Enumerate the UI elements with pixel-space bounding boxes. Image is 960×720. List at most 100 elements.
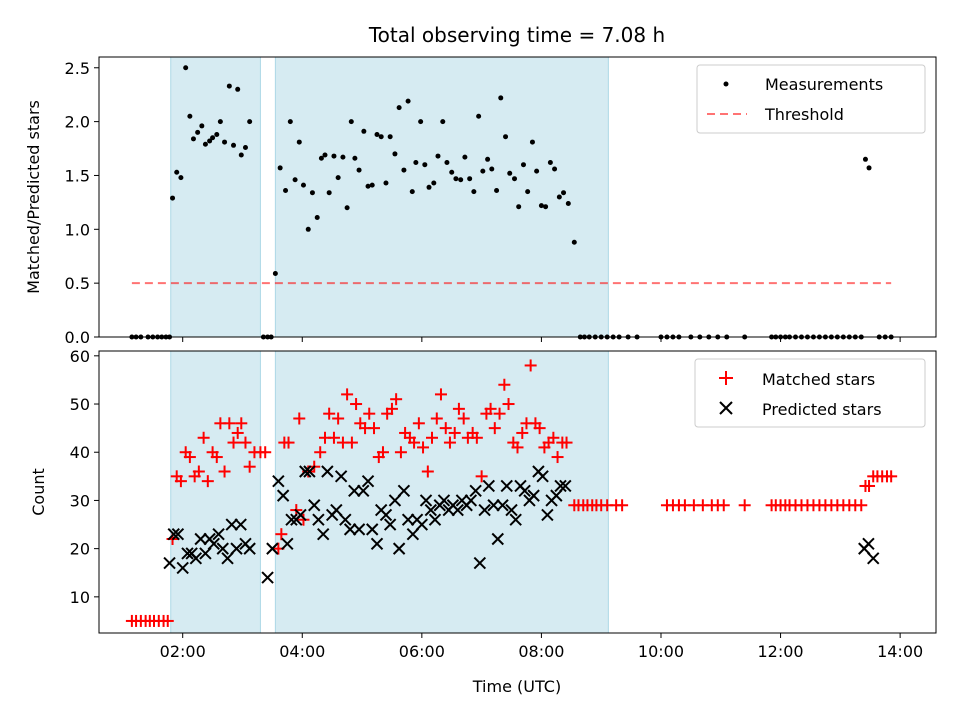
measurement-point [277,165,283,171]
legend-threshold-label: Threshold [764,105,844,124]
bot-xtick-label: 12:00 [758,642,804,661]
matched-star-point [350,398,363,411]
matched-star-point [560,436,573,449]
matched-star-point [863,479,876,492]
matched-star-point [323,407,336,420]
predicted-star-point [451,503,464,517]
measurement-point [369,182,375,188]
measurement-point [361,128,367,134]
matched-star-point [616,499,629,512]
predicted-star-point [294,508,307,522]
predicted-star-point [276,489,290,502]
top-ytick-label: 0.5 [65,274,90,293]
predicted-star-point [225,518,238,531]
predicted-star-point [505,503,518,517]
matched-star-point [192,465,205,478]
measurement-point [344,205,350,211]
measurement-point [525,189,531,195]
measurement-point [340,154,346,160]
matched-star-point [417,441,430,454]
measurement-point [287,119,293,125]
matched-star-point [231,426,244,439]
measurement-point [471,189,477,195]
measurement-point [409,189,415,195]
measurement-point [235,86,241,92]
measurement-point [187,113,193,119]
top-shaded-interval [274,56,609,338]
measurement-point [401,167,407,173]
matched-star-point [210,451,223,464]
chart-title: Total observing time = 7.08 h [368,23,665,47]
predicted-star-point [428,513,442,526]
matched-star-point [161,614,174,627]
measurement-point [335,175,341,181]
bot-ytick-label: 60 [70,347,90,366]
bot-ytick-label: 20 [70,540,90,559]
predicted-star-point [285,513,298,526]
predicted-star-point [176,561,189,575]
predicted-star-point [550,489,563,502]
matched-star-point [174,475,187,488]
measurement-point [318,155,324,161]
measurement-point [547,160,553,166]
measurement-point [292,177,298,183]
measurement-point [222,139,228,145]
bot-ytick-label: 30 [70,491,90,510]
measurement-point [458,177,464,183]
matched-star-point [484,402,497,415]
matched-star-point [430,412,443,425]
predicted-star-point [469,484,482,498]
measurement-point [392,151,398,157]
matched-star-point [439,422,452,435]
predicted-star-point [212,527,225,541]
predicted-star-point [352,523,366,536]
measurement-point [387,134,393,140]
measurement-point [552,166,558,172]
measurement-point [195,129,201,135]
matched-star-point [259,446,272,459]
measurement-point [480,168,486,174]
top-ylabel: Matched/Predicted stars [24,100,43,294]
measurement-point [383,180,389,186]
measurement-point [494,188,500,194]
measurement-point [431,180,437,186]
legend-predicted-marker [719,401,733,415]
top-legend: Measurements Threshold [696,64,926,134]
predicted-star-point [867,552,880,565]
matched-star-point [452,402,465,415]
predicted-star-point [234,518,247,531]
bot-ytick-label: 40 [70,443,90,462]
predicted-star-point [415,518,429,531]
measurement-point [322,152,328,158]
predicted-star-point [189,552,203,565]
predicted-star-point [509,513,522,526]
measurement-point [453,176,459,182]
legend-measurements-marker [723,81,729,87]
measurement-point [498,95,504,101]
bottom-xlabel: Time (UTC) [472,677,561,696]
measurement-point [485,156,491,162]
predicted-star-point [272,474,285,488]
matched-star-point [243,460,256,473]
matched-star-point [327,431,340,444]
matched-star-point [551,451,564,464]
predicted-star-point [348,484,361,498]
matched-star-point [533,422,546,435]
predicted-star-point [383,518,397,531]
measurement-point [190,136,196,142]
measurement-point [435,153,441,159]
matched-star-point [227,436,240,449]
predicted-star-point [541,508,554,522]
matched-star-point [524,359,537,372]
measurement-point [226,83,232,89]
measurement-point [300,182,306,188]
matched-star-point [412,417,425,430]
matched-star-point [493,407,506,420]
predicted-star-point [397,484,411,498]
predicted-star-point [862,537,875,551]
bottom-axes-frame [98,350,937,634]
measurement-point [314,214,320,220]
bot-xtick-label: 10:00 [638,642,684,661]
top-ytick-label: 1.0 [65,220,90,239]
matched-star-point [547,431,560,444]
